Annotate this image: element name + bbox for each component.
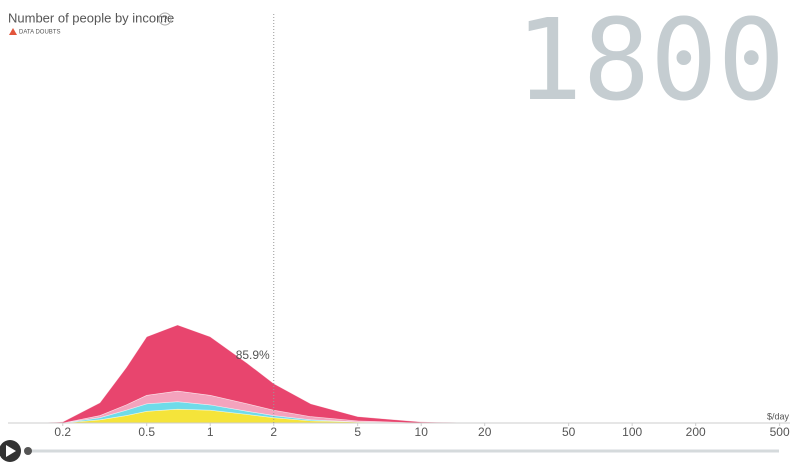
play-icon[interactable] xyxy=(6,445,16,457)
chart-title: Number of people by income xyxy=(8,10,174,25)
x-tick-label: 50 xyxy=(562,425,576,439)
year-label: 1800 xyxy=(515,0,785,126)
x-tick-label: 5 xyxy=(354,425,361,439)
x-tick-label: 500 xyxy=(770,425,790,439)
help-icon[interactable] xyxy=(158,12,172,26)
x-tick-label: 20 xyxy=(478,425,492,439)
x-tick-label: 10 xyxy=(415,425,429,439)
x-axis-label: $/day xyxy=(767,411,790,421)
x-tick-label: 2 xyxy=(270,425,277,439)
warning-icon xyxy=(9,28,17,35)
timeline-handle[interactable] xyxy=(24,447,32,455)
annotation: 85.9% xyxy=(236,348,270,362)
x-tick-label: 200 xyxy=(686,425,706,439)
x-tick-label: 1 xyxy=(207,425,214,439)
warning-label[interactable]: DATA DOUBTS xyxy=(19,30,60,36)
x-tick-label: 0.2 xyxy=(54,425,71,439)
help-label[interactable]: ? xyxy=(162,14,167,24)
x-tick-label: 100 xyxy=(622,425,642,439)
x-tick-label: 0.5 xyxy=(138,425,155,439)
